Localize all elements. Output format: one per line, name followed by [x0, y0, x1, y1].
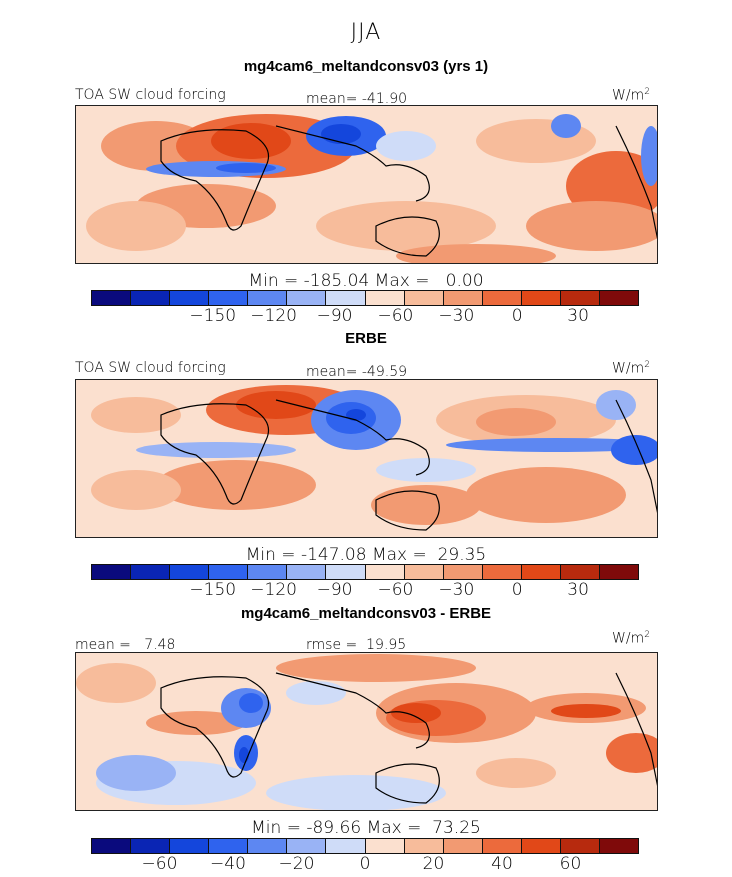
- panel-3-units-text: W/m: [612, 630, 645, 647]
- colorbar-swatch: [521, 839, 561, 853]
- colorbar-tick-label: −150: [189, 306, 237, 326]
- colorbar-tick-label: 40: [491, 854, 513, 874]
- panel-3-field: [76, 653, 657, 810]
- colorbar-swatch: [404, 839, 444, 853]
- colorbar-tick-label: 20: [422, 854, 445, 874]
- colorbar-tick-label: −90: [316, 306, 353, 326]
- panel-1-mean-label: mean= -41.90: [306, 91, 408, 107]
- panel-2-colorbar: [91, 564, 639, 580]
- colorbar-swatch: [365, 291, 405, 305]
- colorbar-swatch: [209, 565, 249, 579]
- colorbar-swatch: [560, 291, 601, 305]
- colorbar-tick-label: 0: [511, 306, 523, 326]
- colorbar-tick-label: 0: [359, 854, 371, 874]
- colorbar-swatch: [600, 839, 639, 853]
- colorbar-swatch: [443, 565, 483, 579]
- colorbar-swatch: [170, 291, 210, 305]
- panel-2-units-exponent: 2: [644, 360, 650, 370]
- colorbar-tick-label: −60: [377, 580, 414, 600]
- colorbar-swatch: [131, 565, 171, 579]
- panel-1-colorbar: [91, 290, 639, 306]
- colorbar-swatch: [248, 839, 288, 853]
- colorbar-swatch: [170, 839, 210, 853]
- panel-1-stats: Min = -185.04 Max = 0.00: [248, 271, 484, 291]
- panel-2-colorbar-ticks: −150 −120 −90 −60 −30 0 30: [91, 580, 639, 600]
- panel-1-title: mg4cam6_meltandconsv03 (yrs 1): [243, 58, 489, 75]
- figure-title: JJA: [350, 20, 382, 45]
- colorbar-swatch: [326, 291, 366, 305]
- colorbar-swatch: [404, 291, 444, 305]
- colorbar-swatch: [287, 565, 327, 579]
- colorbar-swatch: [131, 839, 171, 853]
- colorbar-swatch: [92, 291, 132, 305]
- colorbar-tick-label: −90: [316, 580, 353, 600]
- panel-3-units-exponent: 2: [644, 630, 650, 640]
- colorbar-tick-label: 30: [567, 580, 589, 600]
- colorbar-tick-label: 30: [567, 306, 589, 326]
- colorbar-tick-label: −150: [189, 580, 237, 600]
- colorbar-swatch: [560, 565, 601, 579]
- colorbar-swatch: [248, 565, 288, 579]
- panel-2-mean-label: mean= -49.59: [306, 364, 408, 380]
- colorbar-swatch: [482, 839, 522, 853]
- panel-2-map: [75, 379, 658, 538]
- colorbar-swatch: [600, 291, 639, 305]
- colorbar-swatch: [560, 839, 601, 853]
- colorbar-tick-label: −20: [278, 854, 315, 874]
- colorbar-swatch: [521, 565, 561, 579]
- colorbar-swatch: [600, 565, 639, 579]
- colorbar-tick-label: −60: [141, 854, 178, 874]
- panel-3-rmse-label: rmse = 19.95: [306, 637, 407, 653]
- colorbar-swatch: [365, 839, 405, 853]
- colorbar-swatch: [209, 291, 249, 305]
- colorbar-swatch: [131, 291, 171, 305]
- colorbar-tick-label: −30: [438, 306, 475, 326]
- colorbar-swatch: [365, 565, 405, 579]
- panel-3-units-label: W/m2: [612, 630, 650, 647]
- colorbar-swatch: [404, 565, 444, 579]
- colorbar-swatch: [326, 839, 366, 853]
- colorbar-tick-label: 60: [559, 854, 582, 874]
- panel-2-units-text: W/m: [612, 360, 645, 377]
- panel-1-colorbar-ticks: −150 −120 −90 −60 −30 0 30: [91, 306, 639, 326]
- panel-1-units-text: W/m: [612, 87, 645, 104]
- panel-2-stats: Min = -147.08 Max = 29.35: [245, 545, 487, 565]
- panel-2-variable-label: TOA SW cloud forcing: [75, 360, 226, 376]
- colorbar-tick-label: −120: [250, 580, 298, 600]
- colorbar-swatch: [482, 291, 522, 305]
- panel-3-title: mg4cam6_meltandconsv03 - ERBE: [240, 605, 492, 622]
- panel-2-units-label: W/m2: [612, 360, 650, 377]
- colorbar-tick-label: −120: [250, 306, 298, 326]
- panel-2-title: ERBE: [345, 330, 387, 347]
- colorbar-swatch: [521, 291, 561, 305]
- colorbar-swatch: [287, 839, 327, 853]
- colorbar-tick-label: −60: [377, 306, 414, 326]
- colorbar-swatch: [443, 291, 483, 305]
- panel-2-field: [76, 380, 657, 537]
- panel-1-units-label: W/m2: [612, 87, 650, 104]
- panel-1-variable-label: TOA SW cloud forcing: [75, 87, 226, 103]
- colorbar-swatch: [248, 291, 288, 305]
- colorbar-swatch: [92, 565, 132, 579]
- panel-1-field: [76, 106, 657, 263]
- panel-1-map: [75, 105, 658, 264]
- colorbar-swatch: [443, 839, 483, 853]
- colorbar-tick-label: −40: [210, 854, 246, 874]
- colorbar-tick-label: −30: [438, 580, 475, 600]
- colorbar-swatch: [170, 565, 210, 579]
- colorbar-swatch: [326, 565, 366, 579]
- panel-3-mean-label: mean = 7.48: [75, 637, 176, 653]
- panel-3-stats: Min = -89.66 Max = 73.25: [251, 818, 481, 838]
- colorbar-tick-label: 0: [511, 580, 523, 600]
- colorbar-swatch: [482, 565, 522, 579]
- panel-1-units-exponent: 2: [644, 87, 650, 97]
- colorbar-swatch: [209, 839, 249, 853]
- panel-3-colorbar-ticks: −60 −40 −20 0 20 40 60: [91, 854, 639, 874]
- panel-3-map: [75, 652, 658, 811]
- colorbar-swatch: [92, 839, 132, 853]
- colorbar-swatch: [287, 291, 327, 305]
- panel-3-colorbar: [91, 838, 639, 854]
